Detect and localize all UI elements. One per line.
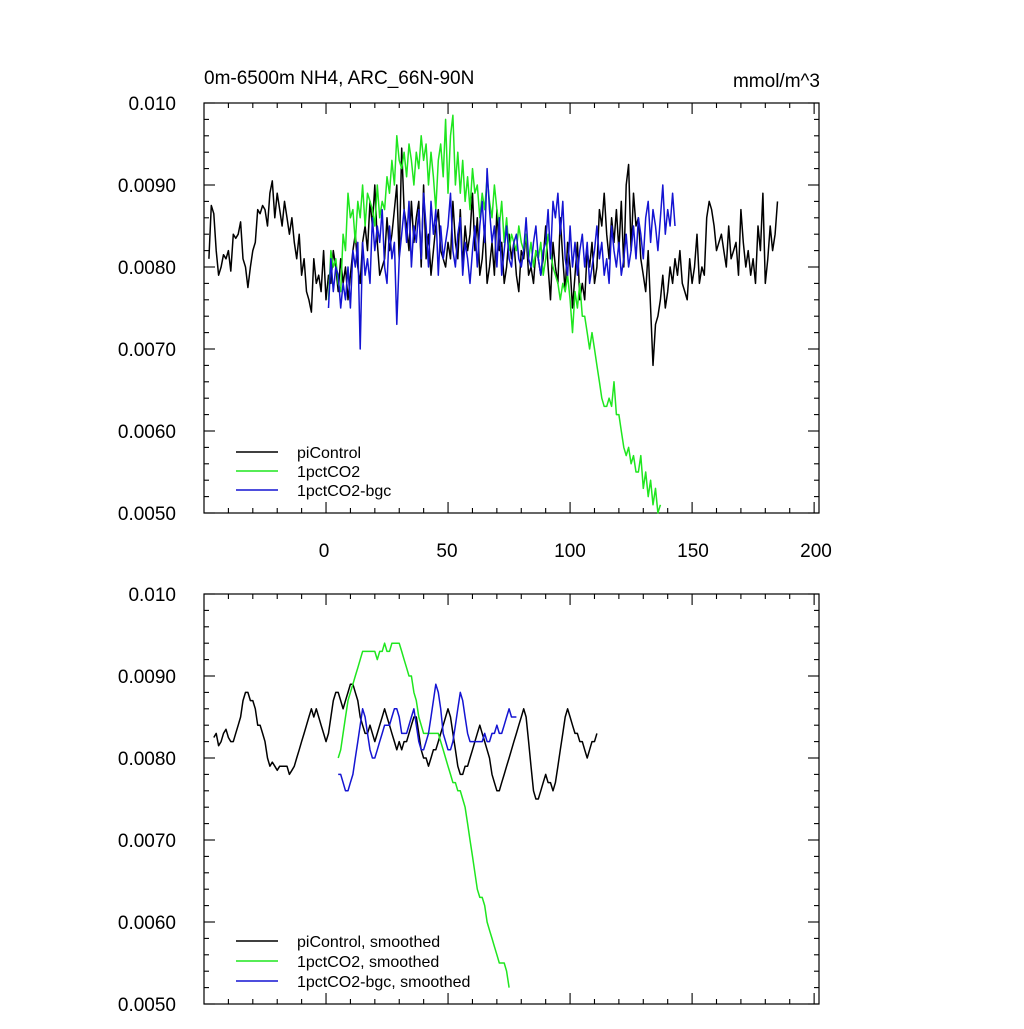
y-tick-label: 0.0090: [118, 667, 176, 688]
plot-frame: [203, 593, 820, 1005]
y-tick-labels: 0.010 0.0090 0.0080 0.0070 0.0060 0.0050: [118, 94, 176, 525]
series-group: [213, 642, 598, 988]
y-tick-label: 0.0060: [118, 913, 176, 934]
y-tick-label: 0.0070: [118, 831, 176, 852]
y-tick-label: 0.0060: [118, 422, 176, 443]
series-group: [208, 114, 779, 514]
x-tick-label: 150: [677, 541, 709, 562]
plot-frame: [203, 102, 820, 514]
axis-ticks: [204, 593, 819, 1005]
legend-label-1pctco2-smoothed: 1pctCO2, smoothed: [297, 954, 439, 971]
bottom-panel: 0.010 0.0090 0.0080 0.0070 0.0060 0.0050…: [118, 585, 820, 1016]
x-tick-label: 100: [554, 541, 586, 562]
units-label: mmol/m^3: [733, 71, 820, 92]
y-tick-label: 0.0050: [118, 995, 176, 1016]
series-line-1pctco2-bgc: [327, 167, 676, 350]
series-line-1pctco2-bgc-smoothed: [338, 683, 517, 792]
y-tick-label: 0.010: [128, 94, 176, 115]
legend-label-1pctco2-bgc-smoothed: 1pctCO2-bgc, smoothed: [297, 974, 470, 991]
series-line-1pctco2: [327, 114, 662, 514]
legend-label-1pctco2: 1pctCO2: [297, 464, 360, 481]
y-tick-label: 0.0050: [118, 504, 176, 525]
y-tick-label: 0.0080: [118, 258, 176, 279]
x-tick-label: 50: [436, 541, 457, 562]
axis-ticks: [204, 102, 819, 514]
y-tick-label: 0.0080: [118, 749, 176, 770]
legend: piControl, smoothed 1pctCO2, smoothed 1p…: [236, 934, 470, 991]
y-tick-label: 0.010: [128, 585, 176, 606]
top-panel: 0m-6500m NH4, ARC_66N-90N mmol/m^3 0.010…: [118, 68, 832, 562]
chart-title: 0m-6500m NH4, ARC_66N-90N: [204, 68, 474, 89]
x-tick-label: 200: [800, 541, 832, 562]
y-tick-label: 0.0070: [118, 340, 176, 361]
legend: piControl 1pctCO2 1pctCO2-bgc: [236, 445, 391, 500]
legend-label-picontrol-smoothed: piControl, smoothed: [297, 934, 440, 951]
series-line-1pctco2-smoothed: [337, 642, 510, 988]
series-line-picontrol: [208, 147, 779, 367]
series-line-picontrol-smoothed: [213, 683, 598, 800]
legend-label-1pctco2-bgc: 1pctCO2-bgc: [297, 483, 391, 500]
x-tick-label: 0: [319, 541, 330, 562]
y-tick-labels: 0.010 0.0090 0.0080 0.0070 0.0060 0.0050: [118, 585, 176, 1016]
y-tick-label: 0.0090: [118, 176, 176, 197]
x-tick-labels: 0 50 100 150 200: [319, 541, 832, 562]
legend-label-picontrol: piControl: [297, 445, 361, 462]
